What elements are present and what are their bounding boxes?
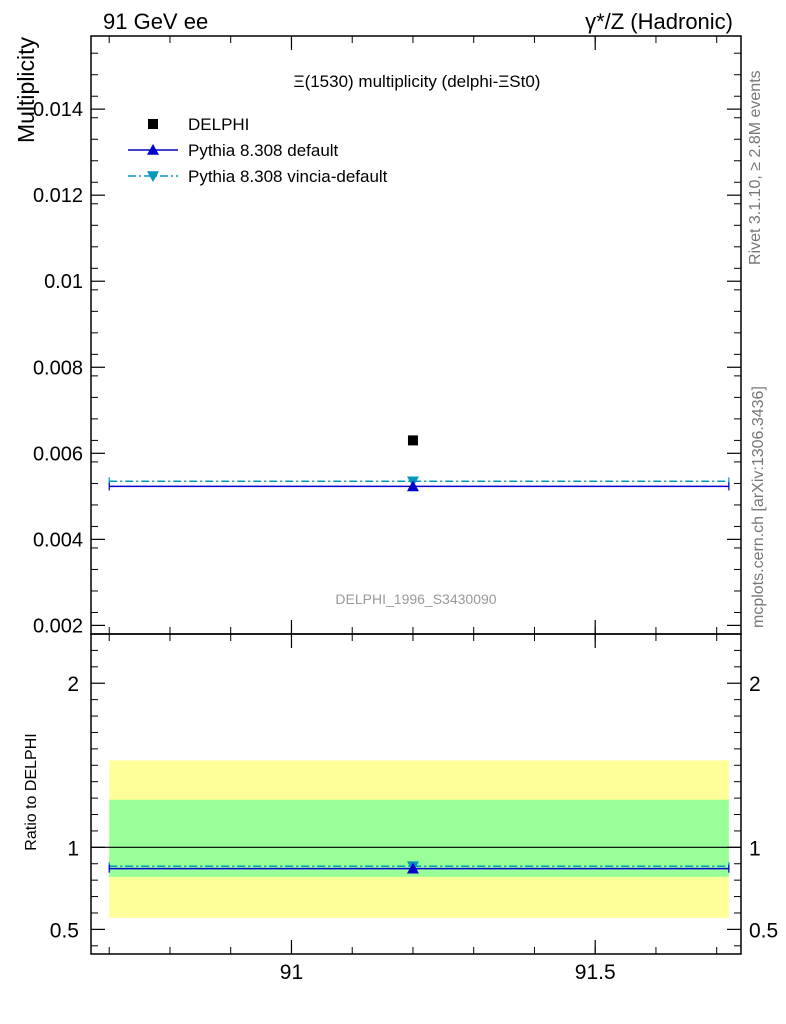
ratio-series <box>108 861 730 874</box>
legend-label: Pythia 8.308 vincia-default <box>188 167 388 186</box>
legend-marker <box>147 144 159 155</box>
y-axis-label: Multiplicity <box>13 36 39 143</box>
y-tick-label: 0.002 <box>33 615 83 637</box>
legend: DELPHI Pythia 8.308 default Pythia 8.308 v… <box>128 115 388 186</box>
ratio-y-axis-label: Ratio to DELPHI <box>23 733 40 850</box>
ratio-y-tick-label-right: 2 <box>749 673 761 696</box>
mcplots-label: mcplots.cern.ch [arXiv:1306.3436] <box>750 386 767 628</box>
y-tick-label: 0.01 <box>44 271 83 293</box>
y-tick-label: 0.012 <box>33 185 83 207</box>
ratio-y-tick-label-left: 0.5 <box>50 919 79 942</box>
legend-label: Pythia 8.308 default <box>188 141 339 160</box>
ratio-panel: 0.5 0.5 1 1 2 2 91 91.5 Ratio to DELPHI <box>23 633 778 984</box>
ratio-bands <box>91 760 741 918</box>
legend-marker <box>147 171 159 182</box>
legend-marker <box>148 119 158 129</box>
y-tick-label: 0.006 <box>33 443 83 465</box>
ratio-axis-ticks: 0.5 0.5 1 1 2 2 91 91.5 <box>50 634 778 984</box>
y-tick-label: 0.004 <box>33 529 83 551</box>
main-axis-ticks: 0.002 0.004 0.006 0.008 0.01 0.012 0.014 <box>33 36 741 637</box>
ratio-y-tick-label-left: 1 <box>67 837 79 860</box>
delphi-data-point <box>407 435 418 446</box>
ratio-y-tick-label-right: 1 <box>749 837 761 860</box>
chart-title: Ξ(1530) multiplicity (delphi-ΞSt0) <box>294 72 541 91</box>
energy-label: 91 GeV ee <box>103 9 208 34</box>
ratio-y-tick-label-right: 0.5 <box>749 919 778 942</box>
main-series <box>108 435 730 492</box>
default-marker <box>406 480 419 492</box>
y-tick-label: 0.008 <box>33 357 83 379</box>
legend-label: DELPHI <box>188 115 249 134</box>
ratio-frame <box>90 633 742 955</box>
rivet-label: Rivet 3.1.10, ≥ 2.8M events <box>747 70 764 265</box>
uncertainty-band <box>109 799 729 877</box>
x-tick-label: 91 <box>280 961 303 984</box>
analysis-watermark: DELPHI_1996_S3430090 <box>335 591 496 607</box>
y-tick-label: 0.014 <box>33 99 83 121</box>
ratio-default-marker <box>406 862 419 874</box>
ratio-y-tick-label-left: 2 <box>67 673 79 696</box>
x-tick-label: 91.5 <box>575 961 616 984</box>
process-label: γ*/Z (Hadronic) <box>585 9 733 34</box>
main-panel: 0.002 0.004 0.006 0.008 0.01 0.012 0.014 Ξ(153… <box>13 35 742 637</box>
